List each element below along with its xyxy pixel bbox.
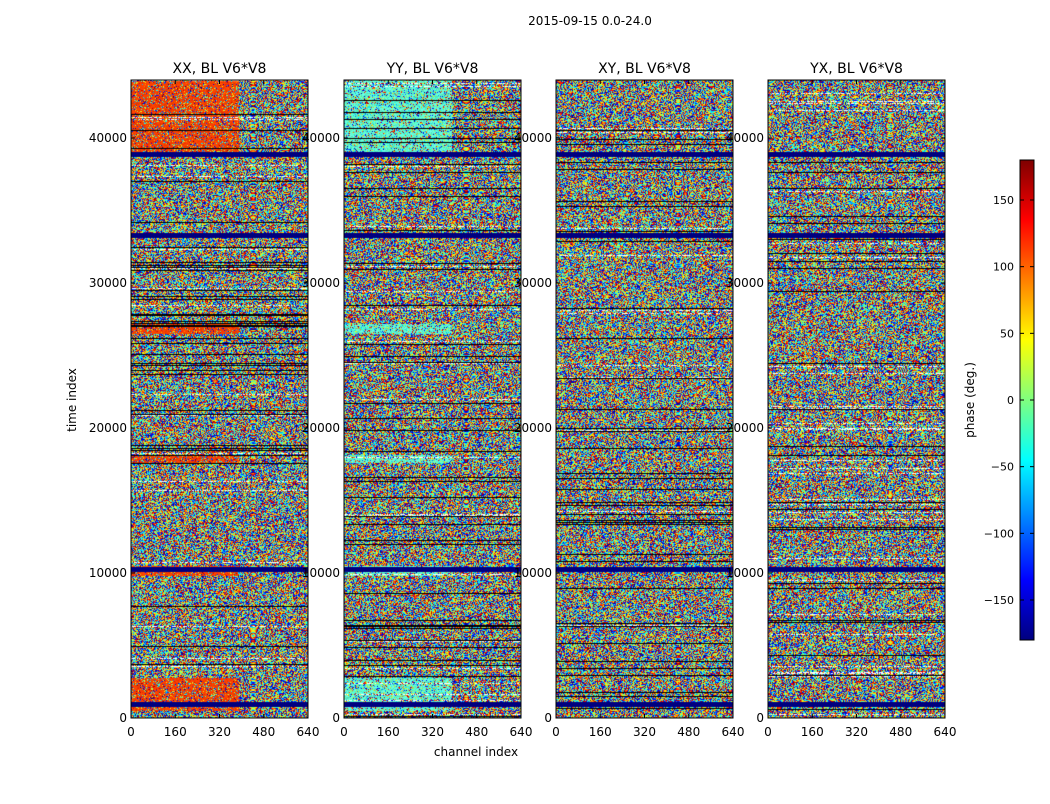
panel-heatmap-image: [131, 80, 308, 718]
x-tick-label: 640: [297, 725, 320, 739]
panels-group: XX, BL V6*V8 0 160 320 480 640 0 10000 20000 3000…: [89, 61, 957, 739]
x-tick-label: 160: [589, 725, 612, 739]
colorbar-tick-label: 150: [993, 194, 1014, 207]
y-tick-label: 10000: [302, 566, 340, 580]
x-tick-label: 320: [208, 725, 231, 739]
panel-3: XY, BL V6*V8 0 160 320 480 640 0 10000 20000 3000…: [514, 61, 745, 739]
y-tick-label: 20000: [89, 421, 127, 435]
y-tick-label: 20000: [726, 421, 764, 435]
colorbar-tick-label: −50: [991, 461, 1014, 474]
panel-heatmap-image: [344, 80, 521, 718]
x-tick-label: 0: [764, 725, 772, 739]
colorbar-label: phase (deg.): [963, 362, 977, 438]
y-tick-label: 10000: [514, 566, 552, 580]
x-tick-label: 480: [465, 725, 488, 739]
panel-heatmap-image: [556, 80, 733, 718]
x-tick-label: 0: [552, 725, 560, 739]
x-tick-label: 0: [127, 725, 135, 739]
panel-2: YY, BL V6*V8 0 160 320 480 640 0 10000 20000 3000…: [302, 61, 533, 739]
y-tick-label: 0: [756, 711, 764, 725]
y-tick-label: 0: [119, 711, 127, 725]
colorbar-tick-label: 0: [1007, 394, 1014, 407]
panel-title: XX, BL V6*V8: [173, 61, 267, 77]
x-tick-label: 160: [164, 725, 187, 739]
y-tick-label: 40000: [302, 131, 340, 145]
y-tick-label: 10000: [726, 566, 764, 580]
x-tick-label: 640: [510, 725, 533, 739]
colorbar: −150 −100 −50 0 50 100 150 phase (deg.): [963, 159, 1035, 641]
y-tick-label: 40000: [514, 131, 552, 145]
x-tick-label: 320: [633, 725, 656, 739]
y-tick-label: 0: [332, 711, 340, 725]
x-axis-label: channel index: [434, 745, 518, 759]
y-tick-label: 0: [544, 711, 552, 725]
y-tick-label: 20000: [302, 421, 340, 435]
x-tick-label: 480: [252, 725, 275, 739]
colorbar-ticks: −150 −100 −50 0 50 100 150: [984, 194, 1034, 607]
panel-heatmap-image: [768, 80, 945, 718]
x-tick-label: 480: [889, 725, 912, 739]
colorbar-tick-label: −100: [984, 527, 1014, 540]
x-tick-label: 480: [677, 725, 700, 739]
x-tick-label: 160: [377, 725, 400, 739]
y-tick-label: 30000: [302, 276, 340, 290]
y-tick-label: 20000: [514, 421, 552, 435]
x-tick-label: 160: [801, 725, 824, 739]
panel-1: XX, BL V6*V8 0 160 320 480 640 0 10000 20000 3000…: [89, 61, 320, 739]
y-tick-label: 30000: [726, 276, 764, 290]
y-axis-label: time index: [65, 368, 79, 432]
y-tick-label: 40000: [726, 131, 764, 145]
colorbar-tick-label: −150: [984, 594, 1014, 607]
panel-title: YX, BL V6*V8: [809, 61, 903, 77]
y-tick-label: 10000: [89, 566, 127, 580]
colorbar-tick-label: 50: [1000, 327, 1014, 340]
x-tick-label: 0: [340, 725, 348, 739]
figure-suptitle: 2015-09-15 0.0-24.0: [528, 14, 652, 28]
y-tick-label: 30000: [514, 276, 552, 290]
x-tick-label: 320: [845, 725, 868, 739]
panel-4: YX, BL V6*V8 0 160 320 480 640 0 10000 20000 3000…: [726, 61, 957, 739]
x-tick-label: 320: [421, 725, 444, 739]
panel-title: XY, BL V6*V8: [598, 61, 691, 77]
colorbar-tick-label: 100: [993, 261, 1014, 274]
y-tick-label: 40000: [89, 131, 127, 145]
x-tick-label: 640: [934, 725, 957, 739]
panel-title: YY, BL V6*V8: [386, 61, 479, 77]
y-tick-label: 30000: [89, 276, 127, 290]
x-tick-label: 640: [722, 725, 745, 739]
